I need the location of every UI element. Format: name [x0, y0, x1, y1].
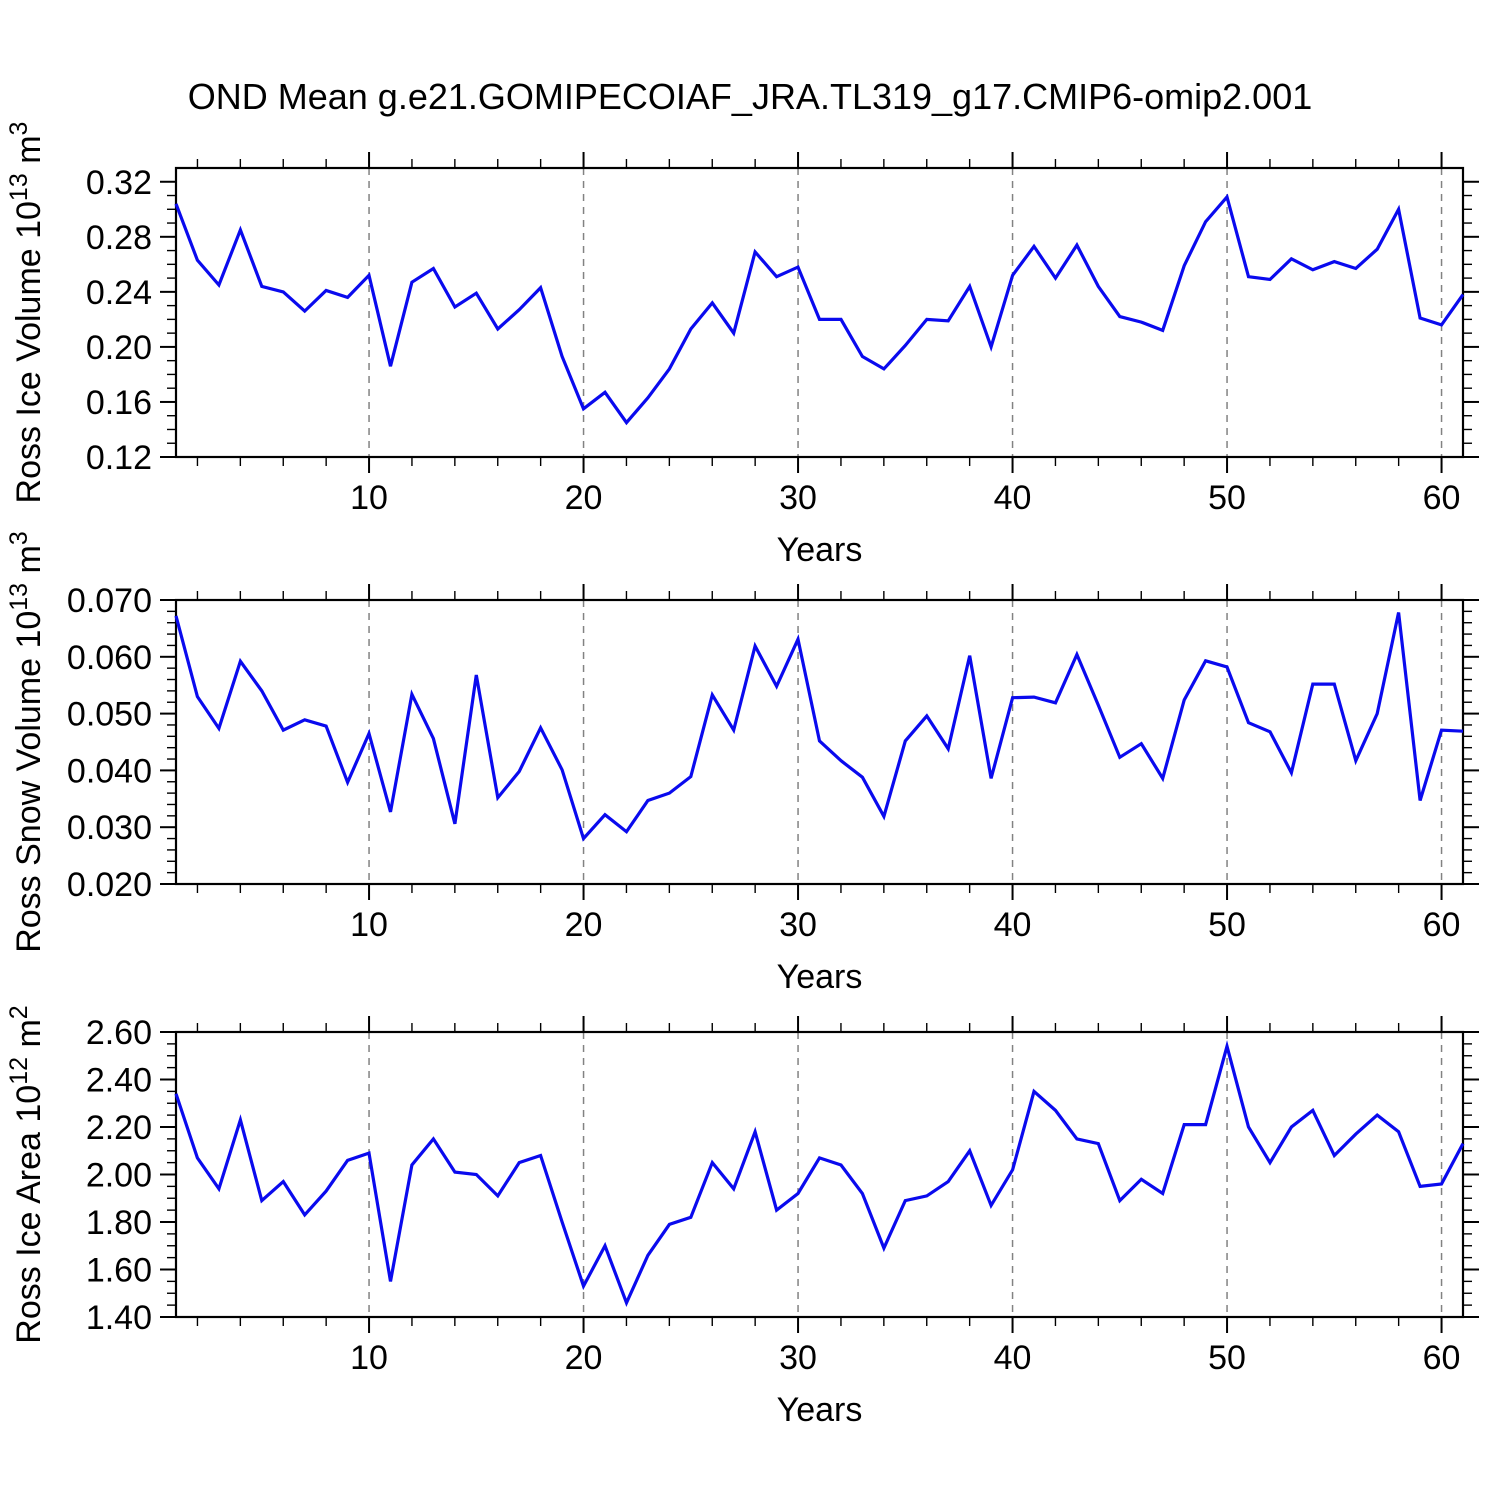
x-tick-label: 10 — [350, 1339, 388, 1377]
x-tick-label: 60 — [1423, 906, 1461, 944]
chart-title: OND Mean g.e21.GOMIPECOIAF_JRA.TL319_g17… — [187, 76, 1313, 117]
x-axis-title: Years — [777, 1391, 863, 1429]
y-tick-label: 0.32 — [86, 164, 152, 202]
y-tick-label: 0.070 — [67, 582, 152, 620]
y-tick-label: 0.24 — [86, 274, 152, 312]
x-tick-label: 30 — [779, 479, 817, 517]
x-tick-label: 40 — [994, 479, 1032, 517]
x-tick-label: 20 — [565, 479, 603, 517]
y-tick-label: 2.20 — [86, 1109, 152, 1147]
x-tick-label: 30 — [779, 1339, 817, 1377]
y-tick-label: 2.60 — [86, 1014, 152, 1052]
y-tick-label: 0.20 — [86, 329, 152, 367]
x-tick-label: 50 — [1208, 906, 1246, 944]
y-tick-label: 0.12 — [86, 439, 152, 477]
x-axis-title: Years — [777, 531, 863, 569]
x-tick-label: 60 — [1423, 1339, 1461, 1377]
x-tick-label: 10 — [350, 906, 388, 944]
x-tick-label: 40 — [994, 1339, 1032, 1377]
y-tick-label: 1.40 — [86, 1299, 152, 1337]
y-tick-label: 0.030 — [67, 809, 152, 847]
panel-ross-ice-area: 1.40 1.60 1.80 2.00 2.20 2.40 2.60 10 20 30 40 50 60… — [5, 1005, 1479, 1429]
x-tick-label: 30 — [779, 906, 817, 944]
y-axis-title: Ross Snow Volume 1013 m3 — [5, 531, 48, 953]
y-tick-label: 0.050 — [67, 696, 152, 734]
y-tick-label: 0.28 — [86, 219, 152, 257]
plot-box — [174, 598, 1465, 886]
series-line-ross-ice-volume — [174, 193, 1465, 426]
x-axis-title: Years — [777, 958, 863, 996]
series-line-ross-ice-area — [174, 1040, 1465, 1307]
y-tick-label: 0.040 — [67, 752, 152, 790]
y-axis-title: Ross Ice Volume 1013 m3 — [5, 122, 48, 504]
x-tick-label: 40 — [994, 906, 1032, 944]
panel-ross-snow-volume: 0.020 0.030 0.040 0.050 0.060 0.070 10 20 30 40 50… — [5, 531, 1479, 996]
plot-box — [174, 166, 1465, 459]
y-axis-title: Ross Ice Area 1012 m2 — [5, 1005, 48, 1343]
x-tick-label: 20 — [565, 1339, 603, 1377]
x-tick-label: 20 — [565, 906, 603, 944]
y-tick-label: 0.020 — [67, 866, 152, 904]
x-tick-label: 50 — [1208, 1339, 1246, 1377]
x-tick-label: 10 — [350, 479, 388, 517]
y-tick-label: 2.40 — [86, 1062, 152, 1100]
series-line-ross-snow-volume — [174, 612, 1464, 842]
x-tick-label: 50 — [1208, 479, 1246, 517]
panel-ross-ice-volume: 0.12 0.16 0.20 0.24 0.28 0.32 10 20 30 40 50 60 Year… — [5, 122, 1479, 569]
y-tick-label: 1.60 — [86, 1252, 152, 1290]
y-tick-label: 0.060 — [67, 639, 152, 677]
y-tick-label: 2.00 — [86, 1157, 152, 1195]
y-tick-label: 0.16 — [86, 384, 152, 422]
x-tick-label: 60 — [1423, 479, 1461, 517]
y-tick-label: 1.80 — [86, 1204, 152, 1242]
